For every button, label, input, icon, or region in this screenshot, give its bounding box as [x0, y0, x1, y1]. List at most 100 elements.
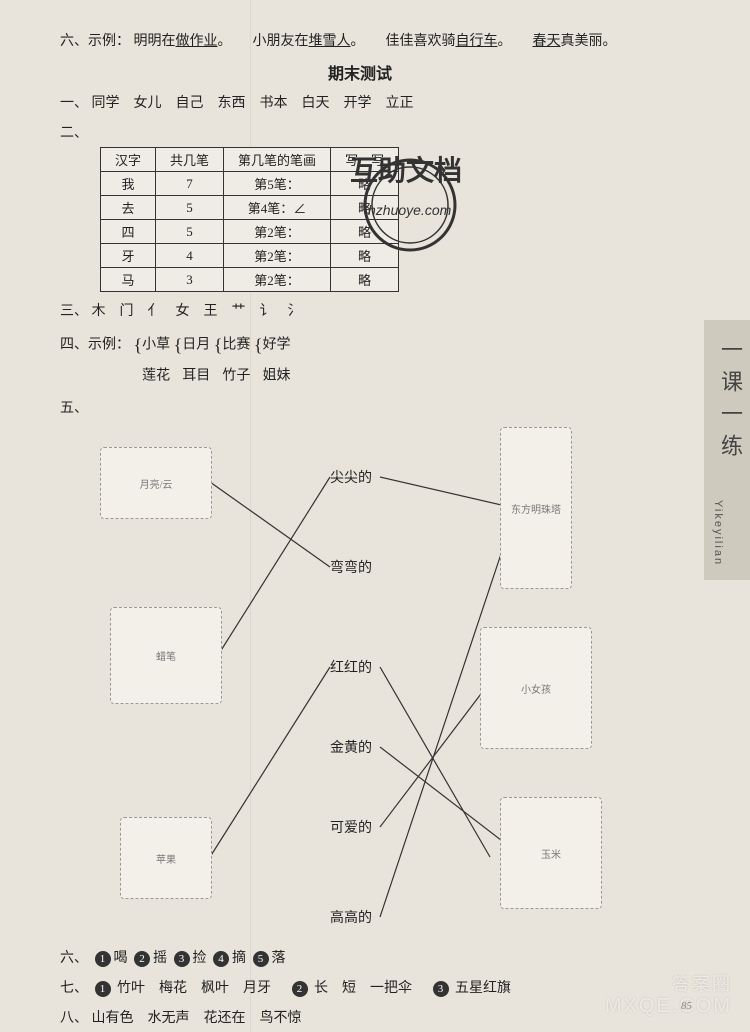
q5-label-line: 五、 [60, 397, 660, 421]
p: 日月 [182, 338, 210, 353]
c: 去 [101, 196, 156, 220]
num-badge: 1 [95, 981, 111, 997]
pic-box: 小女孩 [480, 627, 592, 749]
q7-line: 七、 1 竹叶 梅花 枫叶 月牙 2 长 短 一把伞 3 五星红旗 [60, 977, 660, 1001]
side-tab: 一课一练 Yikeyilian [704, 320, 750, 580]
p: 比赛 [222, 338, 250, 353]
match-adj-0: 尖尖的 [330, 467, 372, 487]
stroke-table: 汉字 共几笔 第几笔的笔画 写一写 我 7 第5笔： 略 去 5 第4笔：∠ 略… [100, 147, 399, 292]
q7-label: 七、 [60, 977, 88, 1001]
ex3-post: 真美丽。 [561, 34, 617, 49]
p: 好学 [263, 338, 291, 353]
num-badge: 1 [95, 951, 111, 967]
table-row: 四 5 第2笔： 略 [101, 220, 399, 244]
q6-line: 六、 1喝 2摇 3捡 4摘 5落 [60, 947, 660, 971]
p: 小草 [142, 338, 170, 353]
q7-g: 长 短 一把伞 [314, 981, 412, 996]
ex1-pre: 小朋友在 [253, 34, 309, 49]
num-badge: 3 [433, 981, 449, 997]
q5-label: 五、 [60, 397, 88, 421]
c: 第2笔： [224, 268, 331, 292]
ex3-u: 春天 [533, 34, 561, 49]
match-pic-crayons: 蜡笔 [110, 607, 222, 704]
q6-i: 摘 [232, 951, 246, 966]
num-badge: 4 [213, 951, 229, 967]
th-1: 共几笔 [156, 148, 224, 172]
q7-g: 五星红旗 [455, 981, 511, 996]
ex2-post: 。 [498, 34, 512, 49]
match-pic-moon-cloud: 月亮/云 [100, 447, 212, 519]
q2-label-line: 二、 [60, 122, 660, 146]
watermark-bottom: MXQE.COM [605, 995, 732, 1018]
match-pic-corn: 玉米 [500, 797, 602, 909]
ex-part-0: 明明在做作业。 [134, 34, 236, 49]
pic-box: 月亮/云 [100, 447, 212, 519]
th-0: 汉字 [101, 148, 156, 172]
c: 第2笔： [224, 220, 331, 244]
c: 略 [331, 220, 399, 244]
c: 略 [331, 196, 399, 220]
c: 略 [331, 268, 399, 292]
table-row: 马 3 第2笔： 略 [101, 268, 399, 292]
q2-label: 二、 [60, 122, 88, 146]
ex0-post: 。 [218, 34, 232, 49]
num-badge: 3 [174, 951, 190, 967]
c: 马 [101, 268, 156, 292]
q1-text: 同学 女儿 自己 东西 书本 白天 开学 立正 [92, 96, 414, 111]
c: 第4笔：∠ [224, 196, 331, 220]
num-badge: 2 [292, 981, 308, 997]
ex2-pre: 佳佳喜欢骑 [386, 34, 456, 49]
q7-g: 竹叶 梅花 枫叶 月牙 [117, 981, 271, 996]
q1-label: 一、 [60, 92, 88, 116]
ex-part-3: 春天真美丽。 [533, 34, 617, 49]
pic-box: 玉米 [500, 797, 602, 909]
q6-i: 落 [272, 951, 286, 966]
c: 3 [156, 268, 224, 292]
table-header-row: 汉字 共几笔 第几笔的笔画 写一写 [101, 148, 399, 172]
p: 姐妹 [263, 368, 291, 383]
brace-icon: { [134, 335, 143, 355]
p: 竹子 [222, 368, 250, 383]
pic-box: 苹果 [120, 817, 212, 899]
match-area: 月亮/云蜡笔苹果东方明珠塔小女孩玉米尖尖的弯弯的红红的金黄的可爱的高高的 [80, 427, 640, 947]
q4-label: 四、示例： [60, 338, 130, 353]
num-badge: 2 [134, 951, 150, 967]
c: 略 [331, 172, 399, 196]
c: 第5笔： [224, 172, 331, 196]
match-adj-2: 红红的 [330, 657, 372, 677]
num-badge: 5 [253, 951, 269, 967]
c: 四 [101, 220, 156, 244]
match-adj-5: 高高的 [330, 907, 372, 927]
match-pic-apple: 苹果 [120, 817, 212, 899]
c: 5 [156, 196, 224, 220]
page-content: 六、示例： 明明在做作业。 小朋友在堆雪人。 佳佳喜欢骑自行车。 春天真美丽。 … [60, 30, 660, 1032]
q6-example-label: 六、示例： [60, 34, 130, 49]
c: 7 [156, 172, 224, 196]
q8-line: 八、 山有色 水无声 花还在 鸟不惊 [60, 1007, 660, 1031]
brace-icon: { [174, 335, 183, 355]
q3-text: 木 门 亻 女 王 艹 讠 氵 [92, 304, 302, 319]
p: 莲花 [142, 368, 170, 383]
match-pic-tower: 东方明珠塔 [500, 427, 572, 589]
c: 第2笔： [224, 244, 331, 268]
c: 略 [331, 244, 399, 268]
q3-line: 三、 木 门 亻 女 王 艹 讠 氵 [60, 300, 660, 324]
c: 牙 [101, 244, 156, 268]
q4-line: 四、示例： {小草 {日月 {比赛 {好学 四、示例： {莲花 {耳目 {竹子 … [60, 330, 660, 391]
q8-label: 八、 [60, 1007, 88, 1031]
ex1-post: 。 [351, 34, 365, 49]
match-adj-3: 金黄的 [330, 737, 372, 757]
q8-text: 山有色 水无声 花还在 鸟不惊 [92, 1011, 302, 1026]
table-row: 我 7 第5笔： 略 [101, 172, 399, 196]
q6-example-line: 六、示例： 明明在做作业。 小朋友在堆雪人。 佳佳喜欢骑自行车。 春天真美丽。 [60, 30, 660, 54]
pic-box: 蜡笔 [110, 607, 222, 704]
side-tab-pinyin: Yikeyilian [712, 500, 724, 566]
side-tab-cn: 一课一练 [714, 338, 746, 466]
page-number: 85 [681, 1000, 692, 1012]
c: 我 [101, 172, 156, 196]
p: 耳目 [182, 368, 210, 383]
ex2-u: 自行车 [456, 34, 498, 49]
th-3: 写一写 [331, 148, 399, 172]
q3-label: 三、 [60, 300, 88, 324]
th-2: 第几笔的笔画 [224, 148, 331, 172]
